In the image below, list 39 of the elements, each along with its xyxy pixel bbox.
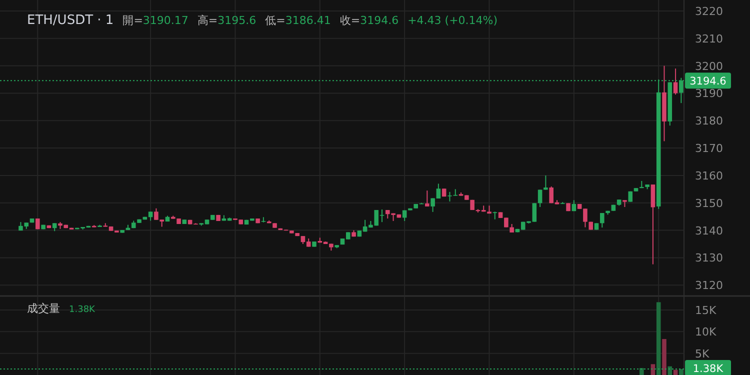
candlestick <box>650 184 656 265</box>
candlestick <box>600 212 604 228</box>
bar <box>668 366 672 375</box>
y-tick-label: 3150 <box>695 196 723 210</box>
y-tick-label: 3190 <box>695 87 723 100</box>
candlestick <box>673 68 678 96</box>
text: 成交量 <box>27 302 60 315</box>
ref-line-label: 1.38K <box>692 363 724 375</box>
annotation: 開=3190.17 <box>122 14 188 27</box>
y-tick-label: 3180 <box>695 114 723 128</box>
y-tick-label: 3210 <box>695 32 723 46</box>
bar <box>679 369 684 375</box>
y-tick-label: 5K <box>695 347 710 360</box>
bar <box>650 364 656 375</box>
bar <box>673 370 678 375</box>
annotation: +4.43 (+0.14%) <box>408 14 498 27</box>
bar <box>656 302 661 375</box>
candlestick <box>492 211 498 220</box>
candlestick <box>544 174 548 190</box>
ref-line-label: 3194.6 <box>690 76 727 88</box>
candlestick <box>148 211 153 222</box>
y-tick-label: 3220 <box>695 4 723 18</box>
annotation: 低=3186.41 <box>265 14 331 27</box>
y-tick-label: 3170 <box>695 142 723 156</box>
y-tick-label: 3160 <box>695 169 723 182</box>
y-tick-label: 3140 <box>695 224 723 238</box>
text: ETH/USDT · 1 <box>27 13 114 28</box>
bar <box>640 368 644 375</box>
candlestick <box>425 190 430 207</box>
y-tick-label: 10K <box>695 326 717 339</box>
annotation: 高=3195.6 <box>197 14 256 27</box>
y-tick-label: 3120 <box>695 279 723 292</box>
candlestick <box>538 189 542 208</box>
bar <box>662 339 666 375</box>
annotation: 收=3194.6 <box>340 14 399 27</box>
annotation: 1.38K <box>69 305 96 315</box>
y-tick-label: 3130 <box>695 252 723 265</box>
y-tick-label: 15K <box>695 304 717 317</box>
y-tick-label: 3200 <box>695 60 723 73</box>
